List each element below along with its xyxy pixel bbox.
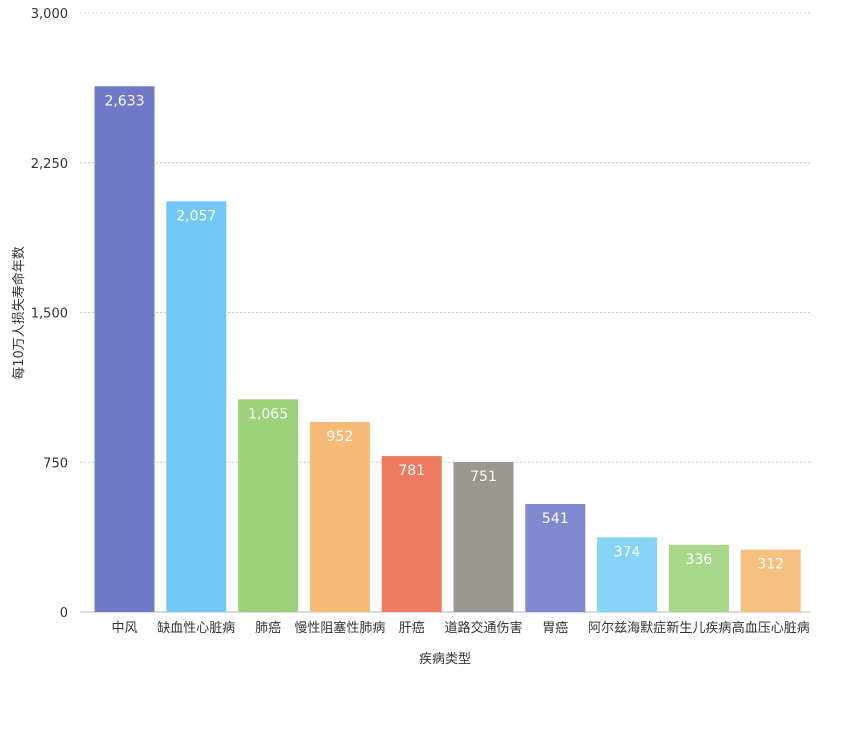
- bar-value-label: 751: [470, 469, 497, 485]
- bar-value-label: 2,633: [104, 93, 144, 109]
- bar-value-label: 1,065: [248, 406, 288, 422]
- bar: [740, 549, 801, 612]
- bar-value-label: 312: [757, 557, 784, 573]
- x-category-label: 阿尔兹海默症: [588, 620, 666, 636]
- x-category-label: 中风: [111, 621, 137, 636]
- bar: [381, 456, 442, 612]
- bar: [94, 86, 155, 613]
- bar: [309, 421, 370, 612]
- y-tick-label: 0: [60, 606, 68, 621]
- bar-value-label: 2,057: [176, 208, 216, 224]
- y-tick-label: 1,500: [31, 307, 68, 322]
- x-category-label: 高血压心脏病: [732, 620, 810, 636]
- bar-value-label: 374: [614, 544, 641, 560]
- bar-value-label: 541: [542, 511, 569, 527]
- bar: [597, 537, 658, 612]
- bars: [94, 86, 801, 613]
- bar: [166, 201, 227, 613]
- bar: [453, 462, 514, 612]
- x-category-label: 缺血性心脏病: [157, 621, 235, 636]
- x-axis-title: 疾病类型: [419, 652, 471, 667]
- bar-value-label: 952: [327, 429, 354, 445]
- x-category-label: 慢性阻塞性肺病: [294, 620, 385, 636]
- value-labels: 2,633 2,057 1,065 952 781 751 541 374 336 312: [104, 93, 784, 572]
- bar-value-label: 336: [686, 552, 713, 568]
- bar: [668, 544, 729, 612]
- x-category-label: 新生儿疾病: [666, 620, 731, 636]
- y-tick-label: 3,000: [31, 7, 68, 22]
- y-axis-title: 每10万人损失寿命年数: [11, 246, 27, 380]
- y-axis-ticks: 0 750 1,500 2,250 3,000: [31, 7, 68, 621]
- bar: [238, 399, 299, 612]
- bar: [525, 503, 586, 612]
- x-category-label: 肺癌: [255, 620, 281, 636]
- bar-value-label: 781: [398, 463, 425, 479]
- x-category-label: 肝癌: [399, 620, 425, 636]
- x-category-label: 道路交通伤害: [444, 620, 522, 636]
- y-tick-label: 2,250: [31, 157, 68, 172]
- x-category-label: 胃癌: [542, 620, 568, 636]
- y-tick-label: 750: [43, 456, 68, 471]
- x-axis-categories: 中风 缺血性心脏病 肺癌 慢性阻塞性肺病 肝癌 道路交通伤害 胃癌 阿尔兹海默症 新生儿疾病 高血…: [111, 620, 809, 636]
